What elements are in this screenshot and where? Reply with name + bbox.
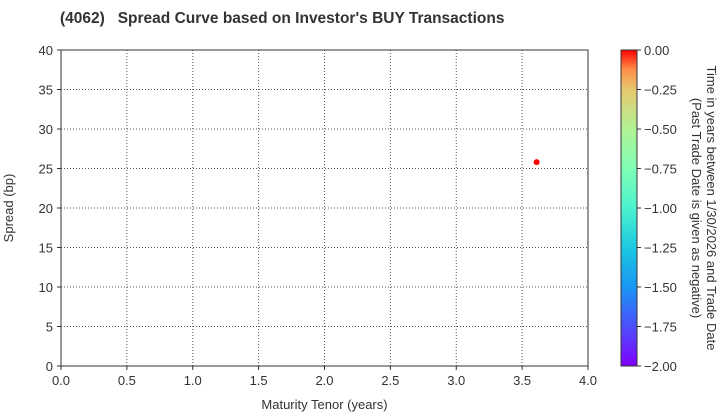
colorbar-tick-label: −1.25	[644, 241, 677, 256]
x-axis-label: Maturity Tenor (years)	[261, 397, 387, 412]
x-tick-label: 0.5	[118, 373, 136, 388]
colorbar-tick-label: −1.75	[644, 320, 677, 335]
x-tick-label: 1.0	[184, 373, 202, 388]
x-tick-label: 2.0	[315, 373, 333, 388]
colorbar-tick-label: 0.00	[644, 43, 669, 58]
plot-frame	[60, 49, 589, 367]
x-tick-label: 0.0	[52, 373, 70, 388]
x-tick-label: 1.5	[250, 373, 268, 388]
y-tick-label: 20	[39, 201, 53, 216]
y-tick-label: 40	[39, 43, 53, 58]
y-axis-label: Spread (bp)	[1, 174, 16, 243]
colorbar-tick-label: −0.25	[644, 83, 677, 98]
colorbar-tick-label: −1.50	[644, 280, 677, 295]
colorbar-label-line1: Time in years between 1/30/2026 and Trad…	[704, 66, 719, 351]
y-tick-label: 15	[39, 241, 53, 256]
y-tick-label: 30	[39, 122, 53, 137]
data-point[interactable]	[533, 159, 540, 166]
y-tick-label: 0	[46, 359, 53, 374]
colorbar-tick-label: −2.00	[644, 359, 677, 374]
colorbar-tick-label: −0.75	[644, 162, 677, 177]
colorbar-tick-label: −0.50	[644, 122, 677, 137]
colorbar-gradient	[620, 49, 638, 367]
y-tick-label: 5	[46, 320, 53, 335]
y-tick-label: 10	[39, 280, 53, 295]
x-tick-label: 3.0	[447, 373, 465, 388]
x-tick-label: 2.5	[381, 373, 399, 388]
chart-title: (4062) Spread Curve based on Investor's …	[60, 10, 505, 27]
x-tick-label: 4.0	[579, 373, 597, 388]
plot-area: 0.0 0.5 1.0 1.5 2.0 2.5 3.0 3.5 4.0 0 5 10 15 20 25 30 3…	[1, 43, 597, 412]
x-tick-label: 3.5	[513, 373, 531, 388]
y-tick-label: 35	[39, 83, 53, 98]
colorbar: 0.00 −0.25 −0.50 −0.75 −1.00 −1.25 −1.50 −1.75 −…	[620, 43, 719, 374]
y-tick-label: 25	[39, 162, 53, 177]
colorbar-tick-label: −1.00	[644, 201, 677, 216]
colorbar-label-line2: (Past Trade Date is given as negative)	[689, 98, 704, 318]
